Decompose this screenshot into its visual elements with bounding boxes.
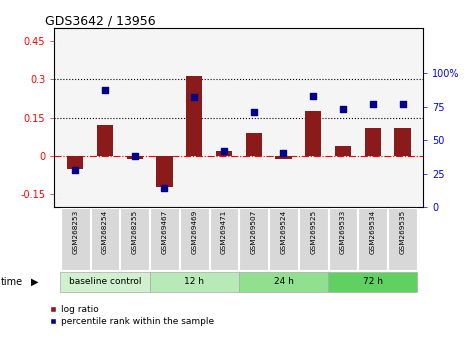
Bar [97, 125, 113, 156]
Text: time: time [1, 277, 23, 287]
FancyBboxPatch shape [61, 272, 149, 292]
Text: baseline control: baseline control [69, 277, 141, 286]
FancyBboxPatch shape [239, 272, 328, 292]
Bar [275, 156, 292, 159]
FancyBboxPatch shape [121, 209, 149, 270]
Text: GSM269533: GSM269533 [340, 210, 346, 254]
FancyBboxPatch shape [359, 209, 387, 270]
Text: GSM268255: GSM268255 [131, 210, 138, 254]
Bar [245, 133, 262, 156]
Text: GSM269524: GSM269524 [280, 210, 287, 254]
Point [161, 185, 168, 191]
Point [250, 109, 257, 115]
Bar [335, 146, 351, 156]
Bar [156, 156, 173, 187]
Point [369, 101, 377, 107]
Bar [186, 75, 202, 156]
FancyBboxPatch shape [91, 209, 119, 270]
Point [71, 167, 79, 172]
Bar [216, 151, 232, 156]
Text: GSM269535: GSM269535 [400, 210, 405, 254]
Point [339, 107, 347, 112]
Text: GSM268253: GSM268253 [72, 210, 78, 254]
Text: ▶: ▶ [31, 277, 38, 287]
Bar [394, 128, 411, 156]
FancyBboxPatch shape [239, 209, 268, 270]
FancyBboxPatch shape [388, 209, 417, 270]
Text: GSM269467: GSM269467 [161, 210, 167, 254]
Text: GSM269507: GSM269507 [251, 210, 257, 254]
Point [101, 87, 109, 93]
Bar [365, 128, 381, 156]
Text: 12 h: 12 h [184, 277, 204, 286]
FancyBboxPatch shape [61, 209, 89, 270]
Legend: log ratio, percentile rank within the sample: log ratio, percentile rank within the sa… [50, 306, 214, 326]
FancyBboxPatch shape [150, 209, 179, 270]
Point [191, 94, 198, 100]
FancyBboxPatch shape [328, 272, 417, 292]
Point [220, 148, 228, 154]
Point [399, 101, 406, 107]
Text: 72 h: 72 h [363, 277, 383, 286]
FancyBboxPatch shape [149, 272, 239, 292]
Text: GSM269525: GSM269525 [310, 210, 316, 254]
FancyBboxPatch shape [269, 209, 298, 270]
Text: GSM268254: GSM268254 [102, 210, 108, 254]
Bar [305, 111, 322, 156]
Text: GSM269534: GSM269534 [370, 210, 376, 254]
FancyBboxPatch shape [210, 209, 238, 270]
Point [309, 93, 317, 99]
FancyBboxPatch shape [180, 209, 209, 270]
Bar [127, 156, 143, 159]
Text: 24 h: 24 h [273, 277, 293, 286]
FancyBboxPatch shape [329, 209, 357, 270]
Text: GSM269469: GSM269469 [191, 210, 197, 254]
FancyBboxPatch shape [299, 209, 327, 270]
Point [280, 150, 287, 156]
Point [131, 153, 139, 159]
Text: GSM269471: GSM269471 [221, 210, 227, 254]
Text: GDS3642 / 13956: GDS3642 / 13956 [45, 14, 156, 27]
Bar [67, 156, 83, 169]
